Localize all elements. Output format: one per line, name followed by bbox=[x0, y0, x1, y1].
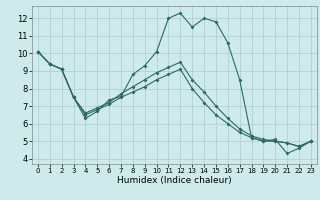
X-axis label: Humidex (Indice chaleur): Humidex (Indice chaleur) bbox=[117, 176, 232, 185]
